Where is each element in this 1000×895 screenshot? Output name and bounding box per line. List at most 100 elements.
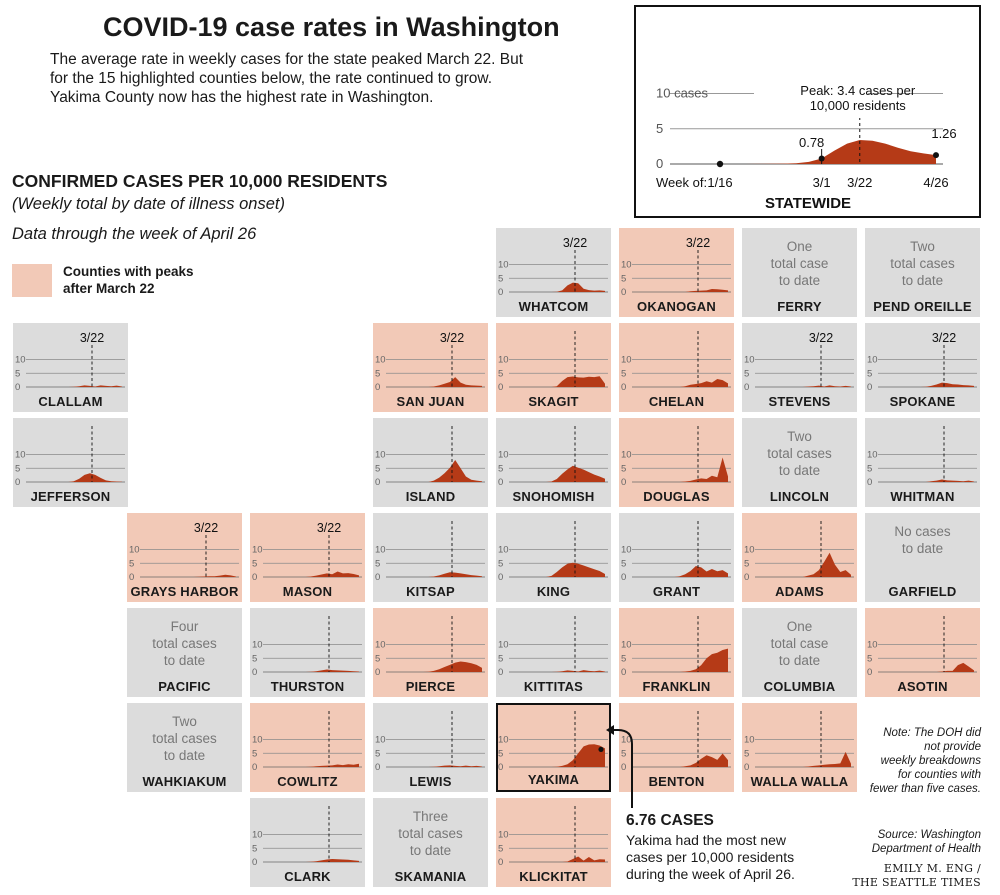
county-name: GRAYS HARBOR [130,584,239,599]
legend-label: Counties with peaks after March 22 [63,263,223,297]
county-area-spokane [883,382,974,387]
county-ytick-label: 5 [621,558,626,569]
county-name: SNOHOMISH [512,489,595,504]
county-ytick-label: 0 [375,667,380,678]
county-note-line: to date [778,273,821,288]
county-ytick-label: 10 [252,545,263,556]
county-area-king [514,562,605,577]
county-ytick-label: 0 [744,762,749,773]
county-area-kittitas [514,670,605,672]
county-name: WHITMAN [890,489,955,504]
county-cell-king: 0 5 10 KING [496,513,611,602]
county-chart-svg: 0 5 10 3/22 [498,236,608,298]
county-ytick-label: 5 [867,653,872,664]
county-ytick-label: 0 [498,477,503,488]
county-name: ASOTIN [897,679,948,694]
county-chart-svg: 0 5 10 [621,711,731,773]
county-cell-ferry: One total case to date FERRY [742,228,857,317]
county-note: One total case to date [742,618,857,669]
county-ytick-label: 10 [621,545,632,556]
county-name: LEWIS [409,774,452,789]
county-area-clallam [31,385,122,387]
county-ytick-label: 10 [867,450,878,461]
county-ytick-label: 5 [375,748,380,759]
county-ytick-label: 10 [252,735,263,746]
county-area-thurston [268,669,359,672]
county-cell-franklin: 0 5 10 FRANKLIN [619,608,734,697]
county-ytick-label: 10 [252,640,263,651]
county-ytick-label: 0 [15,382,20,393]
county-name: SAN JUAN [396,394,465,409]
county-cell-okanogan: 0 5 10 3/22 OKANOGAN [619,228,734,317]
section-heading: CONFIRMED CASES PER 10,000 RESIDENTS [12,171,388,191]
county-note: Two total cases to date [127,713,242,764]
statewide-ytick-label: 10 cases [656,86,709,101]
county-chart-svg: 0 5 10 [621,331,731,393]
county-note-line: One [786,239,813,254]
county-ytick-label: 10 [375,735,386,746]
intro-text: The average rate in weekly cases for the… [50,50,570,107]
peak-date-label: 3/22 [686,236,710,250]
county-area-pierce [391,661,482,672]
county-ytick-label: 10 [621,735,632,746]
county-note-line: to date [901,273,944,288]
county-chart-svg: 0 5 10 [375,426,485,488]
county-ytick-label: 5 [252,653,257,664]
peak-date-label: 3/22 [194,521,218,535]
county-chart-svg: 0 5 10 [744,711,854,773]
county-name: FERRY [777,299,822,314]
county-name: OKANOGAN [637,299,716,314]
county-chart-svg: 0 5 10 [498,711,608,773]
county-area-mason [268,571,359,577]
county-cell-skamania: Three total cases to date SKAMANIA [373,798,488,887]
county-chart-svg: 0 5 10 [867,616,977,678]
county-cell-island: 0 5 10 ISLAND [373,418,488,507]
statewide-last-label: 1.26 [931,126,956,141]
callout-arrow [606,725,633,808]
page-title: COVID-19 case rates in Washington [103,12,560,42]
county-cell-whatcom: 0 5 10 3/22 WHATCOM [496,228,611,317]
county-ytick-label: 0 [252,667,257,678]
county-note-line: to date [778,463,821,478]
county-ytick-label: 10 [744,355,755,366]
county-cell-asotin: 0 5 10 ASOTIN [865,608,980,697]
county-name: WALLA WALLA [750,774,849,789]
source-note: Source: Washington Department of Health [855,828,981,856]
county-ytick-label: 10 [498,260,509,271]
county-name: KITTITAS [523,679,584,694]
county-ytick-label: 10 [621,260,632,271]
county-cell-walla-walla: 0 5 10 WALLA WALLA [742,703,857,792]
county-ytick-label: 5 [375,368,380,379]
county-name: THURSTON [270,679,345,694]
county-cell-stevens: 0 5 10 3/22 STEVENS [742,323,857,412]
county-ytick-label: 10 [867,355,878,366]
county-chart-svg: 0 5 10 [498,806,608,868]
county-note-line: to date [163,748,206,763]
county-ytick-label: 0 [621,382,626,393]
county-ytick-label: 10 [498,735,509,746]
county-area-franklin [637,648,728,672]
callout-body: Yakima had the most new cases per 10,000… [626,832,795,883]
county-area-kitsap [391,572,482,577]
statewide-mar1-dot [818,155,825,162]
county-ytick-label: 5 [498,653,503,664]
county-name: DOUGLAS [643,489,710,504]
county-ytick-label: 10 [375,450,386,461]
county-area-cowlitz [268,763,359,767]
county-ytick-label: 0 [744,572,749,583]
county-note-line: total cases [398,826,463,841]
county-ytick-label: 0 [375,477,380,488]
county-ytick-label: 10 [252,830,263,841]
county-ytick-label: 0 [498,382,503,393]
county-ytick-label: 5 [744,558,749,569]
county-area-adams [760,552,851,577]
county-ytick-label: 0 [252,572,257,583]
county-note: Four total cases to date [127,618,242,669]
county-area-okanogan [637,289,728,292]
county-cell-douglas: 0 5 10 DOUGLAS [619,418,734,507]
county-name: SKAGIT [528,394,579,409]
county-ytick-label: 0 [375,572,380,583]
county-cell-garfield: No cases to date GARFIELD [865,513,980,602]
county-ytick-label: 5 [15,463,20,474]
county-ytick-label: 0 [252,762,257,773]
